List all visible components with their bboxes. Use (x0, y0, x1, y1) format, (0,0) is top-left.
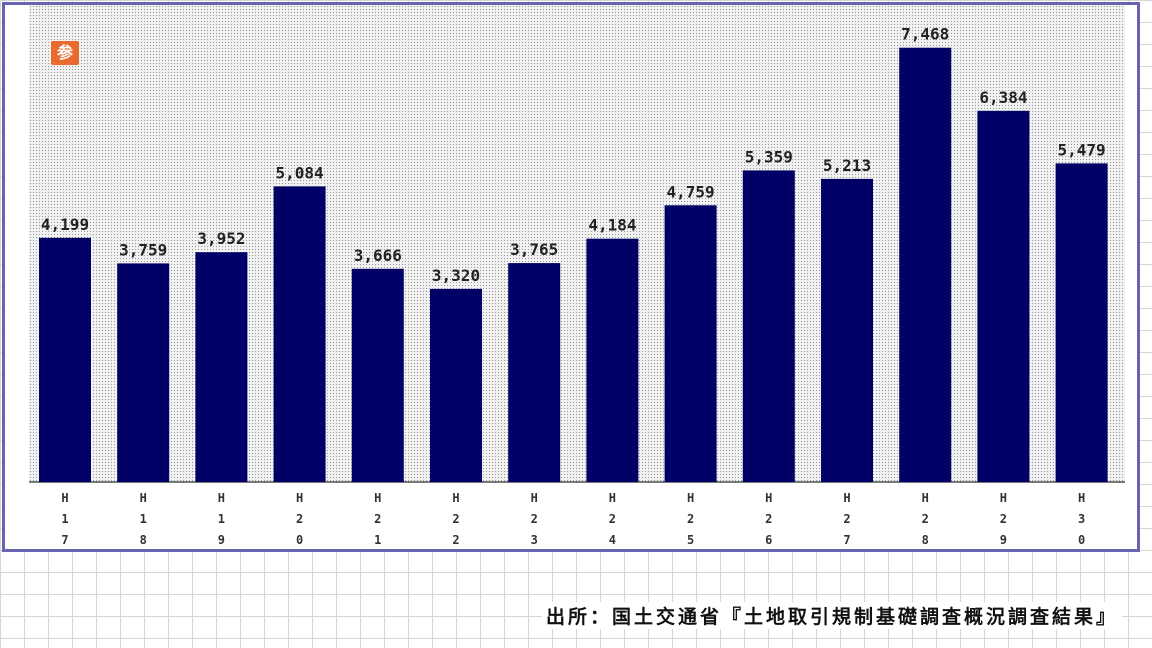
data-label-H25: 4,759 (667, 182, 715, 201)
bar-chart: 4,199 H 1 7 3,759 H 1 8 3,952 H 1 9 5,084 H 2 0 3,666 H 2 1… (29, 25, 1125, 547)
bar-H23 (508, 263, 561, 482)
bar-H22 (430, 288, 482, 482)
bar-H20 (273, 186, 326, 482)
data-label-H26: 5,359 (745, 147, 793, 166)
data-label-H19: 3,952 (197, 229, 245, 248)
data-label-H24: 4,184 (588, 216, 636, 235)
data-label-H17: 4,199 (41, 215, 89, 234)
data-label-H29: 6,384 (979, 88, 1027, 107)
data-label-H28: 7,468 (901, 25, 949, 44)
bar-H19 (195, 252, 248, 482)
data-label-H27: 5,213 (823, 156, 871, 175)
bar-H25 (664, 205, 717, 483)
data-label-H22: 3,320 (432, 266, 480, 285)
bar-H24 (586, 238, 639, 482)
bar-H29 (977, 110, 1030, 483)
bar-H17 (39, 237, 91, 482)
data-label-H20: 5,084 (276, 163, 324, 182)
data-label-H30: 5,479 (1058, 140, 1106, 159)
bar-H27 (821, 178, 873, 482)
bar-H28 (899, 47, 952, 482)
data-label-H18: 3,759 (119, 240, 167, 259)
bar-H26 (742, 170, 795, 482)
chart-frame[interactable]: 参 4,199 H 1 7 3,759 H 1 8 3,952 H 1 9 5,084 H 2 0 3,666 H… (2, 2, 1140, 552)
bar-H21 (351, 268, 404, 482)
reference-badge: 参 (51, 41, 79, 65)
bar-H18 (117, 263, 170, 482)
bar-H30 (1055, 163, 1108, 482)
data-label-H21: 3,666 (354, 246, 402, 265)
source-caption: 出所：国土交通省『土地取引規制基礎調査概況調査結果』 (541, 602, 1122, 629)
data-label-H23: 3,765 (510, 240, 558, 259)
